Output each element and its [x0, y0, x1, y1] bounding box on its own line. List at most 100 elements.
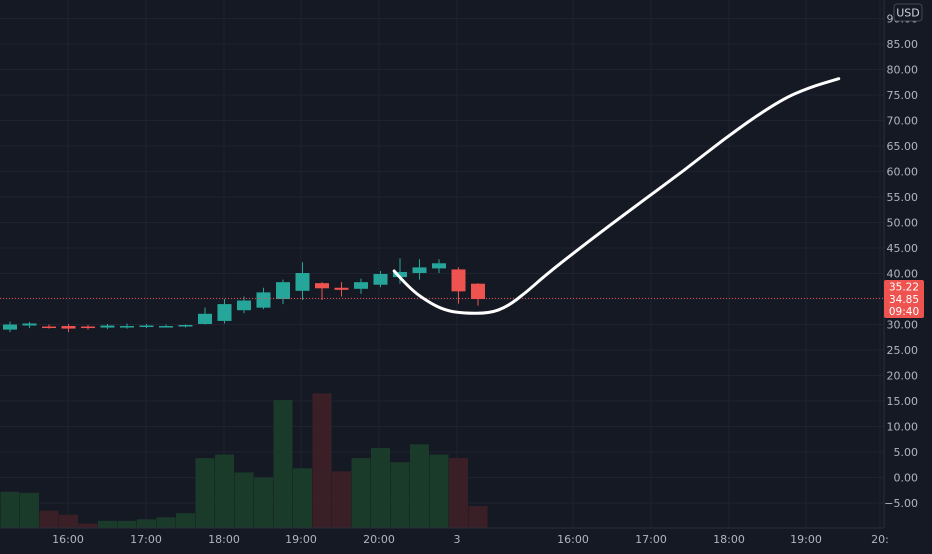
volume-bar [215, 454, 234, 528]
candle-body [256, 292, 271, 308]
candle-body [61, 326, 76, 329]
price-tick-label: 30.00 [887, 319, 919, 332]
volume-bar [351, 458, 371, 528]
candle [100, 323, 115, 330]
candle-body [354, 282, 368, 289]
volume-bar [137, 519, 156, 528]
candle-body [471, 283, 485, 299]
volume-bar [78, 523, 98, 528]
price-tick-label: 70.00 [887, 115, 919, 128]
candle-body [393, 271, 407, 278]
candle-body [120, 326, 134, 328]
time-tick-label: 19:00 [790, 533, 822, 546]
candle [120, 323, 134, 329]
price-tick-label: 45.00 [887, 242, 919, 255]
volume-bar [254, 477, 273, 528]
volume-bar [293, 468, 312, 528]
candle-body [42, 326, 56, 329]
candle [198, 307, 212, 325]
candle-body [412, 267, 427, 273]
volume-bar [410, 444, 429, 528]
candle-body [81, 326, 95, 329]
time-tick-label: 17:00 [130, 533, 162, 546]
price-badge-timer: 09:40 [889, 306, 919, 318]
price-tick-label: 75.00 [887, 89, 919, 102]
price-badge-change: 34.85 [889, 294, 919, 306]
price-axis-background [884, 0, 932, 550]
candle-body [22, 323, 37, 326]
time-tick-label: 16:00 [557, 533, 589, 546]
time-tick-label: 16:00 [52, 533, 84, 546]
candle [276, 279, 290, 305]
candle-body [159, 326, 173, 328]
candle [178, 324, 193, 328]
candle-body [295, 272, 310, 291]
volume-bar [371, 447, 390, 528]
volume-bar [0, 491, 20, 528]
candle [256, 287, 271, 310]
time-axis[interactable]: 16:00 17:00 18:00 19:00 20:00 3 16:00 17:00 18:0… [0, 527, 889, 550]
candle [237, 296, 251, 314]
volume-bar [20, 492, 39, 528]
candle [139, 323, 154, 329]
time-tick-label: 17:00 [635, 533, 667, 546]
price-tick-label: 25.00 [887, 344, 919, 357]
volume-bar [59, 514, 78, 528]
candle-body [373, 274, 388, 285]
volume-bar [176, 513, 195, 528]
candle-body [100, 325, 115, 328]
volume-bar [234, 472, 254, 528]
price-badge-price: 35.22 [889, 282, 919, 294]
volume-bar [39, 510, 59, 528]
time-tick-label: 20:00 [363, 533, 395, 546]
time-tick-label: 20: [871, 533, 889, 546]
currency-label[interactable]: USD [893, 3, 923, 22]
candlestick-series [3, 258, 485, 333]
grid [0, 0, 884, 528]
candle [159, 324, 173, 328]
time-tick-label: 18:00 [208, 533, 240, 546]
volume-bar [312, 393, 332, 528]
candle-body [139, 325, 154, 328]
time-tick-label: 18:00 [713, 533, 745, 546]
volume-bar [117, 520, 137, 528]
volume-bar [273, 399, 293, 528]
price-badge: 35.22 34.85 09:40 [884, 280, 924, 318]
volume-bar [332, 471, 351, 528]
candle-body [217, 304, 232, 321]
candle [412, 259, 427, 280]
price-tick-label: 85.00 [887, 38, 919, 51]
price-tick-label: 5.00 [894, 446, 919, 459]
volume-bar [98, 520, 117, 528]
time-axis-background [0, 528, 884, 550]
candle-body [432, 263, 446, 269]
price-tick-label: 0.00 [894, 472, 919, 485]
candle-body [198, 313, 212, 324]
volume-bar [429, 454, 449, 528]
time-tick-label: 3 [454, 533, 461, 546]
candle-body [451, 269, 466, 292]
price-tick-label: −5.00 [884, 497, 918, 510]
price-tick-label: 20.00 [887, 370, 919, 383]
volume-bar [156, 517, 176, 528]
freehand-drawing[interactable] [392, 77, 841, 315]
price-tick-label: 65.00 [887, 140, 919, 153]
volume-bar [390, 462, 410, 528]
candle [471, 283, 485, 306]
volume-bar [468, 506, 488, 528]
candle [42, 324, 56, 329]
candle [373, 270, 388, 288]
candle [217, 299, 232, 324]
price-tick-label: 15.00 [887, 395, 919, 408]
candle-body [276, 282, 290, 299]
price-tick-label: 10.00 [887, 421, 919, 434]
price-axis[interactable]: −5.000.005.0010.0015.0020.0025.0030.0035… [883, 0, 932, 550]
price-tick-label: 55.00 [887, 191, 919, 204]
candle-body [178, 325, 193, 327]
volume-histogram [0, 393, 488, 528]
candle [3, 321, 17, 333]
candle [315, 282, 329, 301]
candle [451, 267, 466, 304]
